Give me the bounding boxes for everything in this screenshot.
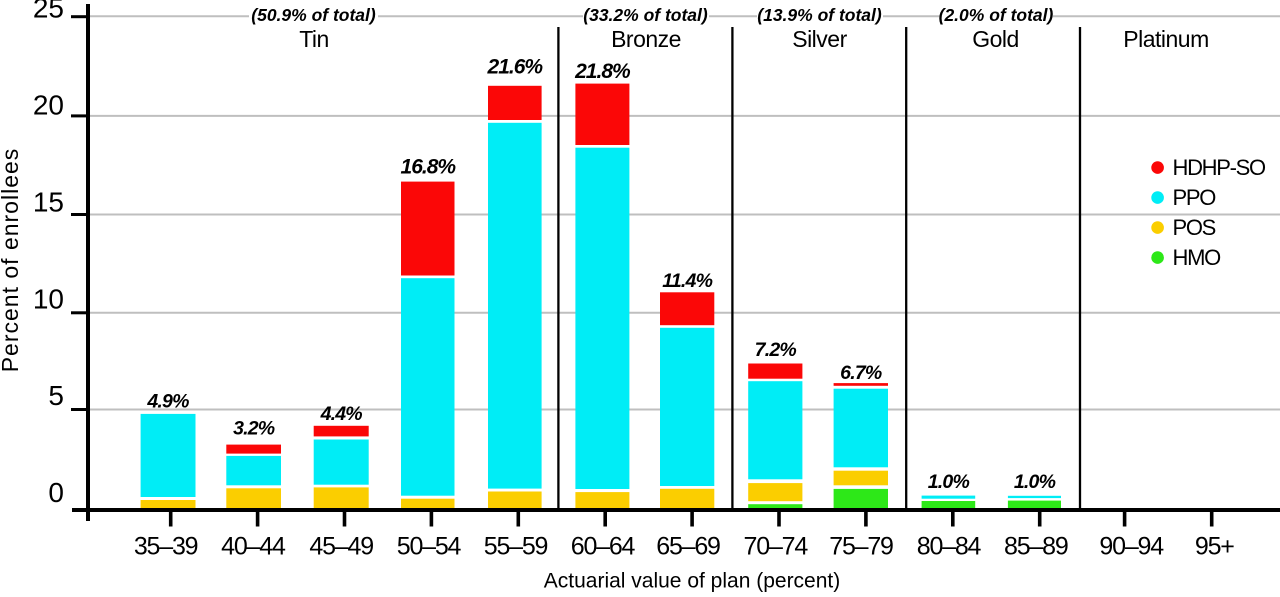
svg-text:(13.9% of total): (13.9% of total) xyxy=(757,5,882,25)
svg-text:PPO: PPO xyxy=(1173,185,1217,210)
svg-text:15: 15 xyxy=(33,186,64,217)
svg-text:40–44: 40–44 xyxy=(221,532,286,560)
svg-text:1.0%: 1.0% xyxy=(1014,471,1056,493)
svg-text:10: 10 xyxy=(33,283,64,314)
svg-text:21.6%: 21.6% xyxy=(487,56,544,79)
svg-text:Platinum: Platinum xyxy=(1123,26,1208,52)
svg-text:35–39: 35–39 xyxy=(134,532,198,560)
svg-text:(2.0% of total): (2.0% of total) xyxy=(939,5,1054,25)
svg-text:5: 5 xyxy=(48,380,64,411)
svg-text:55–59: 55–59 xyxy=(484,532,548,560)
svg-text:45–49: 45–49 xyxy=(309,532,373,560)
svg-text:70–74: 70–74 xyxy=(744,532,809,560)
svg-text:85–89: 85–89 xyxy=(1004,532,1068,560)
svg-text:1.0%: 1.0% xyxy=(928,471,970,493)
svg-text:65–69: 65–69 xyxy=(656,532,720,560)
svg-text:(50.9% of total): (50.9% of total) xyxy=(251,5,376,25)
svg-text:21.8%: 21.8% xyxy=(574,60,631,83)
svg-text:(33.2% of total): (33.2% of total) xyxy=(583,5,708,25)
svg-text:Percent of enrollees: Percent of enrollees xyxy=(0,148,23,373)
svg-text:20: 20 xyxy=(33,90,64,121)
svg-text:60–64: 60–64 xyxy=(571,532,636,560)
svg-text:0: 0 xyxy=(48,477,64,508)
svg-text:50–54: 50–54 xyxy=(397,532,462,560)
svg-text:25: 25 xyxy=(33,0,64,24)
svg-text:Tin: Tin xyxy=(299,26,329,52)
svg-text:4.4%: 4.4% xyxy=(320,403,363,425)
svg-text:6.7%: 6.7% xyxy=(840,362,882,384)
svg-text:4.9%: 4.9% xyxy=(146,390,189,412)
svg-text:11.4%: 11.4% xyxy=(662,270,712,292)
svg-text:Bronze: Bronze xyxy=(611,26,681,52)
svg-text:7.2%: 7.2% xyxy=(755,339,797,361)
svg-text:90–94: 90–94 xyxy=(1099,532,1164,560)
svg-text:HMO: HMO xyxy=(1173,245,1222,270)
svg-text:Gold: Gold xyxy=(972,26,1019,52)
svg-text:75–79: 75–79 xyxy=(829,532,893,560)
svg-text:HDHP-SO: HDHP-SO xyxy=(1173,155,1267,180)
svg-text:Silver: Silver xyxy=(792,26,847,52)
svg-text:95+: 95+ xyxy=(1195,532,1234,560)
svg-text:16.8%: 16.8% xyxy=(401,155,457,178)
svg-text:Actuarial value of plan (perce: Actuarial value of plan (percent) xyxy=(544,570,841,593)
svg-text:3.2%: 3.2% xyxy=(233,418,275,440)
svg-text:POS: POS xyxy=(1173,215,1216,240)
svg-text:80–84: 80–84 xyxy=(917,532,982,560)
